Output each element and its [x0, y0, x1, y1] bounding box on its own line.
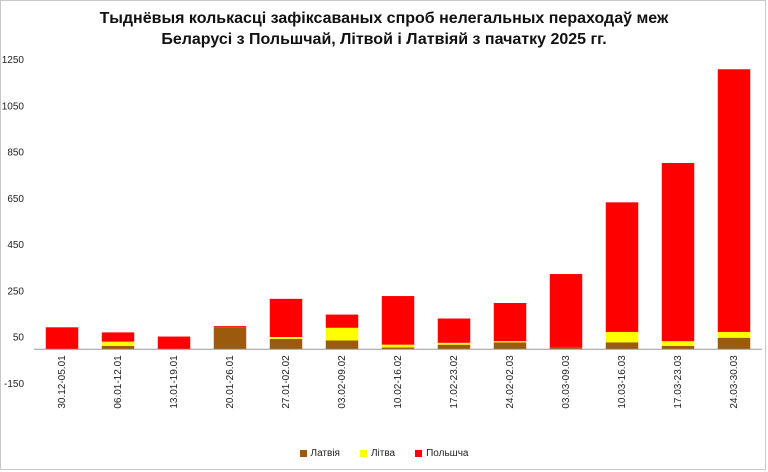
legend-label: Літва — [370, 448, 396, 459]
bar-segment — [605, 342, 639, 350]
bar-segment — [45, 327, 79, 350]
chart-title: Тыднёвыя колькасці зафіксаваных спроб не… — [60, 8, 708, 50]
bars — [45, 69, 751, 350]
y-axis-tick-labels: -150 50 250 450 650 850 1050 1250 — [2, 55, 25, 390]
legend-swatch — [359, 450, 367, 457]
x-tick-label: 27.01-02.02 — [281, 355, 292, 409]
bar-segment — [493, 303, 527, 342]
bar-segment — [717, 331, 751, 338]
bar-segment — [381, 296, 415, 345]
y-tick-label: -150 — [4, 379, 24, 390]
x-tick-label: 24.02-02.03 — [505, 355, 516, 409]
bar-segment — [605, 331, 639, 343]
x-tick-label: 24.03-30.03 — [729, 355, 740, 409]
bar-segment — [549, 346, 583, 350]
x-tick-label: 10.02-16.02 — [393, 355, 404, 409]
bar-segment — [269, 338, 303, 350]
x-tick-label: 20.01-26.01 — [225, 355, 236, 409]
bar-segment — [493, 342, 527, 350]
x-tick-label: 06.01-12.01 — [113, 355, 124, 409]
legend-label: Польшча — [426, 448, 469, 459]
bar-segment — [325, 314, 359, 328]
bar-segment — [493, 341, 527, 343]
x-tick-label: 17.03-23.03 — [673, 355, 684, 409]
legend: Латвія Літва Польшча — [0, 448, 768, 460]
x-axis-tick-labels: 30.12-05.01 06.01-12.01 13.01-19.01 20.01-2… — [57, 355, 740, 409]
bar-segment — [325, 340, 359, 350]
legend-item: Літва — [359, 448, 396, 459]
chart-title-line2: Беларусі з Польшчай, Літвой і Латвіяй з … — [161, 31, 607, 48]
bar-segment — [437, 318, 471, 343]
bar-segment — [605, 202, 639, 332]
y-tick-label: 250 — [7, 286, 24, 297]
legend-item: Латвія — [299, 448, 340, 459]
bar-segment — [101, 345, 135, 350]
y-tick-label: 50 — [13, 333, 25, 344]
bar-segment — [325, 327, 359, 341]
bar-segment — [213, 326, 247, 328]
bar-segment — [381, 344, 415, 348]
legend-item: Польшча — [415, 448, 468, 459]
bar-segment — [717, 69, 751, 332]
y-tick-label: 1050 — [2, 101, 25, 112]
chart-title-line1: Тыднёвыя колькасці зафіксаваных спроб не… — [99, 10, 669, 27]
legend-label: Латвія — [310, 448, 340, 459]
bar-segment — [157, 336, 191, 350]
bar-segment — [437, 342, 471, 345]
bar-segment — [661, 162, 695, 342]
bar-segment — [101, 341, 135, 346]
bar-segment — [101, 332, 135, 342]
bar-segment — [549, 274, 583, 347]
bar-segment — [717, 337, 751, 350]
x-tick-label: 13.01-19.01 — [169, 355, 180, 409]
bar-segment — [269, 337, 303, 339]
x-tick-label: 03.03-09.03 — [561, 355, 572, 409]
x-tick-label: 30.12-05.01 — [57, 355, 68, 409]
legend-swatch — [415, 450, 423, 457]
y-tick-label: 650 — [7, 194, 24, 205]
y-tick-label: 450 — [7, 240, 24, 251]
bar-segment — [661, 345, 695, 350]
legend-swatch — [299, 450, 307, 457]
x-tick-label: 17.02-23.02 — [449, 355, 460, 409]
bar-segment — [269, 298, 303, 338]
bar-segment — [437, 344, 471, 350]
bar-segment — [213, 327, 247, 350]
y-tick-label: 1250 — [2, 55, 25, 66]
y-tick-label: 850 — [7, 148, 24, 159]
x-tick-label: 03.02-09.02 — [337, 355, 348, 409]
bar-segment — [381, 347, 415, 350]
bar-segment — [661, 341, 695, 346]
x-tick-label: 10.03-16.03 — [617, 355, 628, 409]
